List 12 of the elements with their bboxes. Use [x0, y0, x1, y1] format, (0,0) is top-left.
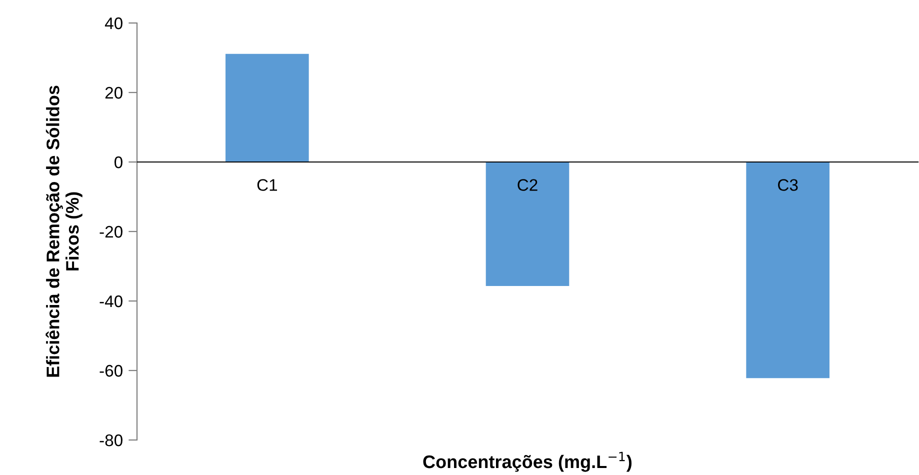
y-tick-label: -60 — [100, 364, 122, 377]
y-axis-title: Eficiência de Remoção de Sólidos Fixos (%) — [46, 86, 82, 377]
y-tick-label: 20 — [105, 86, 122, 99]
y-tick-label: 0 — [114, 156, 122, 168]
y-tick-label: -20 — [100, 226, 122, 238]
x-tick-label: C1 — [257, 179, 278, 191]
x-tick-label: C2 — [518, 179, 538, 191]
x-axis-title: Concentrações (mg.L$^{−1}$) — [423, 452, 632, 472]
y-tick-label: -80 — [100, 434, 122, 446]
x-tick-label: C3 — [778, 179, 798, 191]
y-tick-label: 40 — [104, 17, 122, 30]
y-tick-label: -40 — [100, 295, 122, 308]
